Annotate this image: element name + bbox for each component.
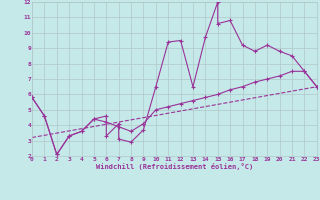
X-axis label: Windchill (Refroidissement éolien,°C): Windchill (Refroidissement éolien,°C) [96, 163, 253, 170]
